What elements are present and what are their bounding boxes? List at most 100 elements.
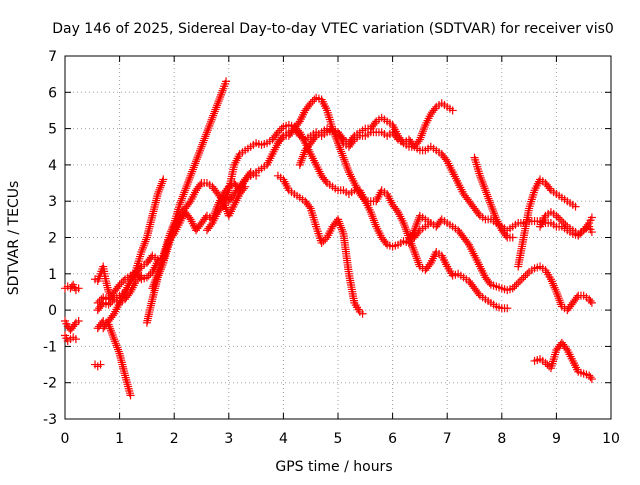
data-point [370, 119, 379, 128]
data-point [557, 217, 566, 226]
data-point [501, 231, 510, 240]
series-track-2 [61, 316, 83, 335]
data-point [319, 237, 328, 246]
y-tick-label: 4 [48, 158, 57, 174]
data-point [144, 271, 153, 280]
data-point [587, 213, 596, 222]
series-track-18 [470, 153, 517, 242]
data-point [310, 133, 319, 142]
data-point [104, 300, 113, 309]
data-point [196, 180, 205, 189]
data-point [278, 133, 287, 142]
data-point [317, 238, 326, 247]
axis-ticks [64, 55, 612, 420]
data-point [277, 124, 286, 133]
series-track-12 [202, 120, 512, 313]
data-point [381, 238, 390, 247]
data-point [554, 213, 563, 222]
x-tick-label: 9 [552, 431, 561, 447]
data-point [541, 358, 550, 367]
data-point [586, 297, 595, 306]
y-tick-label: 2 [48, 231, 57, 247]
series-track-17 [410, 218, 435, 242]
data-point [97, 300, 106, 309]
x-tick-labels: 0 1 2 3 4 5 6 7 8 9 10 [61, 431, 620, 447]
y-tick-label: -1 [43, 339, 57, 355]
x-tick-label: 4 [279, 431, 288, 447]
data-point [519, 273, 528, 282]
data-point [159, 175, 168, 184]
series-track-20 [536, 208, 596, 238]
data-point [117, 278, 126, 287]
x-tick-label: 3 [224, 431, 233, 447]
data-point [552, 211, 561, 220]
data-point [74, 316, 83, 325]
data-point [523, 269, 532, 278]
data-point [543, 360, 552, 369]
x-tick-label: 6 [388, 431, 397, 447]
data-point [136, 273, 145, 282]
series-track-19 [514, 175, 580, 271]
data-point [516, 277, 524, 286]
data-point [521, 271, 530, 280]
data-point [273, 128, 282, 137]
data-point [409, 140, 418, 149]
data-point [308, 97, 317, 106]
data-point [414, 228, 423, 237]
series-track-4 [91, 360, 105, 371]
x-tick-label: 2 [170, 431, 179, 447]
data-point [119, 277, 128, 286]
data-point [512, 280, 521, 289]
data-point [485, 278, 494, 287]
data-point [517, 275, 526, 284]
data-point [426, 218, 435, 227]
chart-title: Day 146 of 2025, Sidereal Day-to-day VTE… [52, 21, 614, 37]
x-tick-label: 7 [443, 431, 452, 447]
x-tick-label: 10 [602, 431, 620, 447]
series-track-6 [93, 316, 135, 400]
y-tick-labels: -3 -2 -1 0 1 2 3 4 5 6 7 [43, 49, 57, 428]
data-point [559, 218, 568, 227]
data-point [305, 202, 314, 211]
data-point [115, 280, 124, 289]
data-point [508, 284, 517, 293]
x-axis-label: GPS time / hours [275, 459, 392, 475]
data-point [556, 215, 565, 224]
data-point [349, 137, 358, 146]
data-point [583, 220, 592, 229]
data-point [239, 177, 248, 186]
data-point [514, 278, 523, 287]
y-tick-label: 3 [48, 194, 57, 210]
y-tick-label: 7 [48, 49, 57, 65]
data-point [448, 106, 457, 115]
series-track-21 [530, 338, 596, 384]
y-axis-label: SDTVAR / TECUs [6, 181, 22, 296]
data-point [310, 95, 319, 104]
data-point [474, 289, 483, 298]
data-point [572, 293, 581, 302]
data-point [96, 360, 105, 369]
data-point [142, 273, 151, 282]
data-point [571, 202, 580, 211]
y-tick-label: 5 [48, 122, 57, 138]
data-point [586, 373, 595, 382]
y-tick-label: 0 [48, 303, 57, 319]
data-point [587, 228, 596, 237]
data-point [358, 309, 367, 318]
data-point [106, 298, 115, 307]
data-point [587, 375, 596, 384]
series-track-11 [148, 77, 231, 293]
data-point [136, 264, 145, 273]
y-tick-label: -2 [43, 376, 57, 392]
data-point [71, 335, 80, 344]
data-point [430, 104, 439, 113]
data-point [222, 77, 231, 86]
x-tick-label: 1 [115, 431, 124, 447]
data-points [61, 77, 596, 400]
data-point [294, 130, 303, 139]
series-track-1 [61, 280, 83, 295]
data-point [587, 298, 596, 307]
data-point [70, 320, 79, 329]
